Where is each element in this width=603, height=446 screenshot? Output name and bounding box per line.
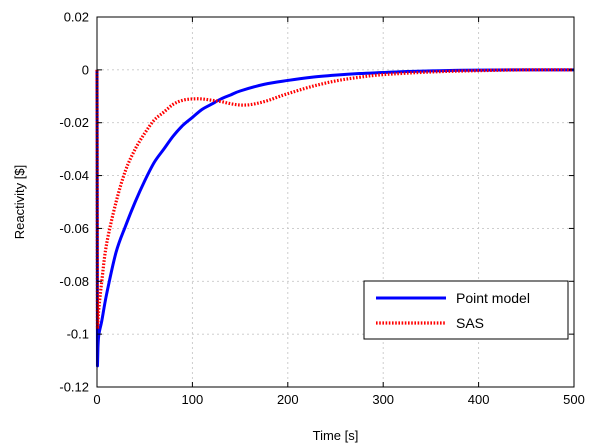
y-tick-label: -0.12 xyxy=(59,380,89,395)
legend-box xyxy=(363,280,569,340)
y-tick-label: -0.08 xyxy=(59,274,89,289)
plot-area-frame xyxy=(96,16,575,388)
y-tick-label: -0.02 xyxy=(59,115,89,130)
x-axis-label: Time [s] xyxy=(313,428,359,443)
x-tick-label: 200 xyxy=(277,392,299,407)
y-tick-label: -0.04 xyxy=(59,168,89,183)
y-tick-label: 0 xyxy=(82,62,89,77)
series-point-model-line xyxy=(95,68,575,368)
axis-ticks: 0 100 200 300 400 500 0.02 0 -0.02 -0.04 -0.06 -0.0… xyxy=(59,10,584,408)
y-tick-label: 0.02 xyxy=(64,10,89,25)
x-tick-label: 400 xyxy=(468,392,490,407)
x-tick-label: 300 xyxy=(372,392,394,407)
y-axis-label: Reactivity [$] xyxy=(12,165,27,239)
x-tick-label: 100 xyxy=(182,392,204,407)
legend-label-sas: SAS xyxy=(456,315,484,331)
grid xyxy=(97,17,574,387)
series-sas-line xyxy=(95,68,575,331)
y-tick-label: -0.1 xyxy=(67,327,89,342)
y-tick-label: -0.06 xyxy=(59,221,89,236)
legend: Point model SAS xyxy=(363,280,569,340)
x-tick-label: 500 xyxy=(563,392,585,407)
x-tick-label: 0 xyxy=(93,392,100,407)
legend-label-point-model: Point model xyxy=(456,290,530,306)
series-layer xyxy=(95,68,575,368)
